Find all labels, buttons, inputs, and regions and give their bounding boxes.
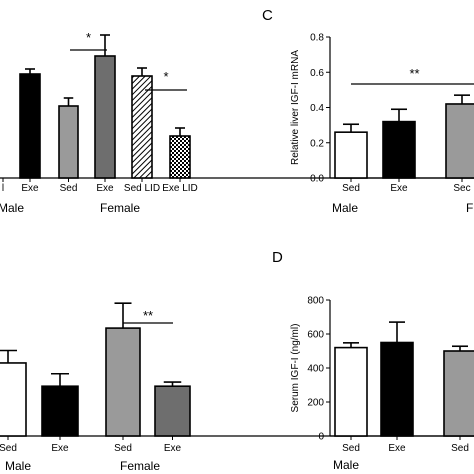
x-tick-label: Sed	[114, 443, 132, 454]
x-tick-label: Exe	[388, 443, 406, 454]
x-tick-label: Sed	[60, 183, 78, 194]
group-label: Female	[100, 201, 140, 215]
y-tick-label: 0.0	[310, 174, 324, 185]
y-tick-label: 0.8	[310, 33, 324, 44]
x-tick-label: Sed	[0, 443, 17, 454]
significance-marker: *	[86, 30, 91, 45]
x-tick-label: Sed	[342, 443, 360, 454]
panel-c: 0.0 0.2 0.4 0.6 0.8 Sed Exe Sec Male F ** Relative …	[290, 33, 474, 215]
x-tick-label: Exe LID	[162, 183, 198, 194]
y-tick-label: 0.6	[310, 68, 324, 79]
significance-marker: **	[143, 308, 153, 323]
bar	[380, 341, 414, 437]
significance-marker: **	[409, 66, 419, 81]
x-tick-label: Sed	[451, 443, 469, 454]
bar	[41, 385, 79, 437]
bar	[94, 55, 116, 179]
bar	[445, 103, 474, 179]
bar	[131, 75, 153, 179]
x-tick-label: Exe	[390, 183, 408, 194]
bar	[443, 350, 474, 437]
y-tick-label: 800	[307, 296, 324, 307]
panel-b: Sed Exe Sed Exe Male Female **	[0, 302, 474, 473]
y-tick-label: 0	[318, 432, 324, 443]
bar	[169, 135, 191, 179]
x-tick-label: Exe	[21, 183, 39, 194]
bar	[58, 105, 79, 179]
y-tick-label: 400	[307, 364, 324, 375]
group-label: Male	[332, 201, 358, 215]
panel-letter-d: D	[272, 249, 283, 266]
x-tick-label: Sed	[342, 183, 360, 194]
x-tick-label: Sec	[453, 183, 470, 194]
y-tick-label: 200	[307, 398, 324, 409]
x-tick-label: Sed LID	[124, 183, 160, 194]
y-tick-label: 600	[307, 330, 324, 341]
group-label: Female	[120, 459, 160, 473]
y-tick-label: 0.2	[310, 138, 324, 149]
y-axis-label: Serum IGF-I (ng/ml)	[290, 324, 301, 413]
y-tick-label: 0.4	[310, 103, 324, 114]
panel-d: 0 200 400 600 800 Sed Exe Sed Male Serum IGF-I (n…	[290, 296, 474, 472]
x-tick-label: l	[2, 183, 4, 194]
significance-marker: *	[163, 69, 168, 84]
x-tick-label: Exe	[164, 443, 182, 454]
group-label: Male	[5, 459, 31, 473]
x-tick-label: Exe	[96, 183, 114, 194]
group-label: Male	[0, 201, 24, 215]
group-label: Male	[333, 458, 359, 472]
bar	[334, 346, 368, 437]
group-label: F	[466, 201, 473, 215]
bar	[382, 120, 416, 179]
bar	[105, 327, 141, 437]
bar	[19, 73, 41, 179]
panel-letter-c: C	[262, 7, 273, 24]
bar	[154, 385, 191, 437]
bar	[0, 362, 27, 437]
x-tick-label: Exe	[51, 443, 69, 454]
y-axis-label: Relative liver IGF-I mRNA	[290, 50, 301, 165]
bar	[334, 131, 368, 179]
